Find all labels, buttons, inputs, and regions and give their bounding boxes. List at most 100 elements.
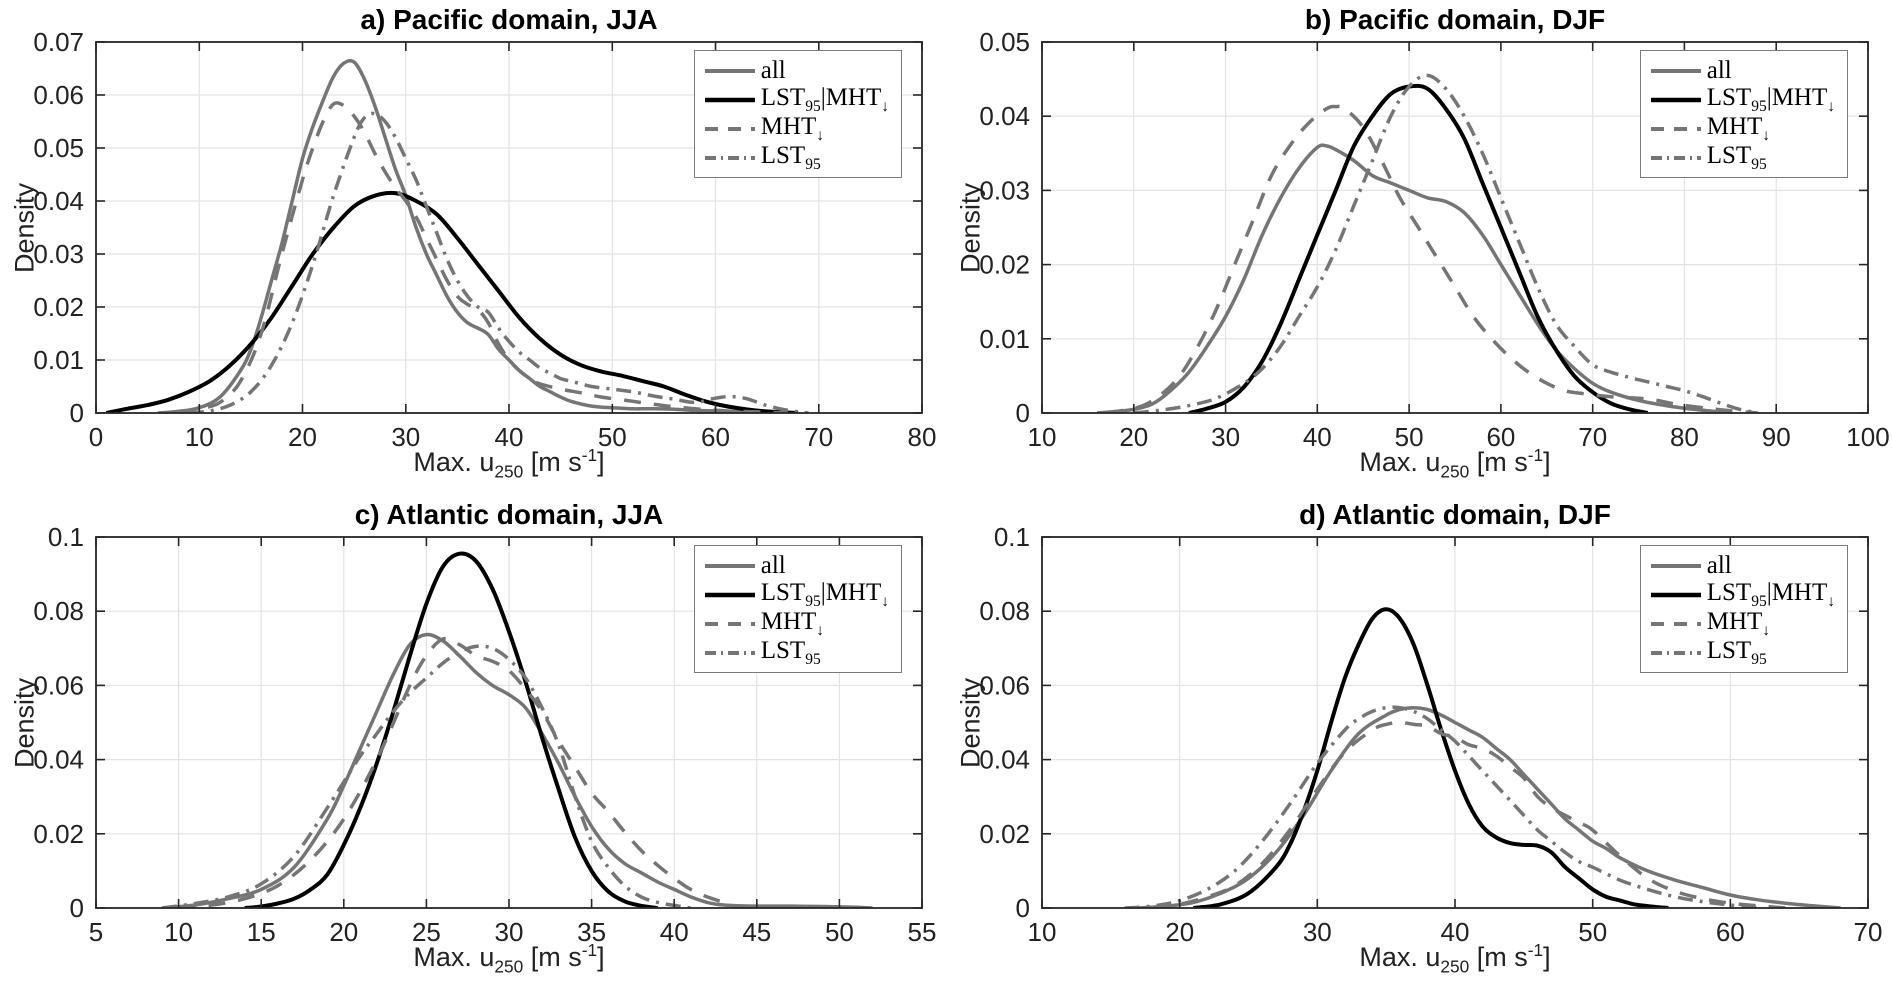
legend-label: LST95 (761, 637, 821, 669)
y-tick-label: 0.03 (979, 175, 1030, 205)
legend-line-sample-dashdot (1650, 650, 1701, 655)
y-tick-label: 0.1 (994, 522, 1030, 552)
x-tick-label: 10 (185, 422, 214, 452)
panel-title: a) Pacific domain, JJA (360, 4, 658, 35)
label-text: MHT (1706, 112, 1763, 140)
x-tick-label: 20 (288, 422, 317, 452)
label-text: [m s (523, 942, 582, 972)
subscript: ↓ (1827, 592, 1835, 610)
x-tick-label: 20 (329, 917, 358, 947)
legend-line-sample-dashed (704, 126, 755, 131)
label-text: LST (760, 141, 806, 169)
label-text: LST (1706, 141, 1752, 169)
legend-row-lst95: LST95 (1650, 141, 1835, 173)
x-tick-label: 70 (804, 422, 833, 452)
y-axis-label: Density (955, 677, 986, 768)
label-text: MHT (1706, 607, 1763, 635)
y-tick-label: 0.05 (979, 27, 1030, 57)
y-tick-label: 0.04 (33, 745, 84, 775)
x-tick-label: 60 (1486, 422, 1515, 452)
subscript: 95 (805, 97, 821, 115)
legend-line-sample-solid (1650, 563, 1701, 568)
label-text: LST (1706, 636, 1752, 664)
legend-line-sample-dashed (1650, 621, 1701, 626)
subscript: ↓ (816, 621, 825, 639)
x-tick-label: 30 (391, 422, 420, 452)
panel-c-atlantic-jja: 5 10 15 20 25 30 35 40 45 50 55 0 0.02 0.04 0.06 0.08 0.… (0, 495, 946, 991)
axis-box (1041, 536, 1869, 909)
label-text: all (1706, 551, 1732, 579)
subscript: 95 (1751, 592, 1767, 610)
y-tick-label: 0.04 (33, 186, 84, 216)
superscript: -1 (1527, 445, 1544, 465)
curve-lst95 (188, 111, 809, 413)
x-tick-label: 10 (1028, 422, 1057, 452)
panel-title: d) Atlantic domain, DJF (1299, 499, 1611, 530)
x-tick-label: 50 (1578, 917, 1607, 947)
x-tick-label: 50 (1395, 422, 1424, 452)
subscript: 95 (1751, 155, 1767, 173)
x-axis-label: Max. u250 [m s-1] (1042, 940, 1868, 977)
y-tick-label: 0 (70, 398, 84, 428)
legend-line-sample-solid (704, 563, 755, 568)
label-text: Max. u (1359, 942, 1441, 972)
label-text: ] (1543, 447, 1551, 477)
legend-line-sample-solid (704, 97, 755, 102)
legend-box: all LST95|MHT↓ MHT↓ LST95 (693, 545, 902, 673)
legend-row-lst95: LST95 (704, 142, 889, 174)
curve-mht-down (1151, 720, 1786, 908)
axis-box (95, 41, 923, 414)
label-text: LST (1706, 83, 1752, 111)
legend-box: all LST95|MHT↓ MHT↓ LST95 (1639, 50, 1848, 178)
x-tick-label: 30 (1303, 917, 1332, 947)
curve-lst95-given-mht (244, 551, 658, 908)
legend-line-sample-dashdot (1650, 155, 1701, 160)
x-tick-label: 55 (908, 917, 937, 947)
label-text: MHT (760, 112, 817, 140)
x-tick-label: 20 (1119, 422, 1148, 452)
legend-row-mht-down: MHT↓ (1650, 607, 1835, 639)
subscript: ↓ (816, 126, 825, 144)
y-tick-label: 0.02 (33, 819, 84, 849)
y-tick-label: 0.01 (33, 345, 84, 375)
label-text: all (1706, 56, 1732, 84)
y-tick-label: 0.02 (979, 250, 1030, 280)
curve-all (157, 58, 778, 413)
legend-line-sample-dashdot (704, 650, 755, 655)
plot-svg: 10 20 30 40 50 60 70 0 0.02 0.04 0.06 0.08 0.1 (979, 522, 1882, 947)
panel-title: c) Atlantic domain, JJA (354, 499, 664, 530)
legend-row-lst95-given-mht: LST95|MHT↓ (1650, 579, 1835, 610)
plot-svg: 5 10 15 20 25 30 35 40 45 50 55 0 0.02 0.04 0.06 0.08 0.… (33, 522, 937, 947)
x-tick-label: 60 (1716, 917, 1745, 947)
x-tick-label: 40 (1303, 422, 1332, 452)
x-tick-label: 40 (495, 422, 524, 452)
label-text: ] (597, 942, 605, 972)
x-tick-label: 70 (1578, 422, 1607, 452)
legend-label: LST95 (761, 142, 821, 174)
x-axis-label: Max. u250 [m s-1] (1042, 445, 1868, 482)
curve-all (161, 632, 873, 908)
y-tick-label: 0.02 (979, 819, 1030, 849)
x-tick-label: 20 (1165, 917, 1194, 947)
curve-lst95-given-mht (1188, 83, 1649, 413)
y-axis-label: Density (9, 677, 40, 768)
legend-label: LST95|MHT↓ (1707, 84, 1835, 116)
legend-line-sample-solid (1650, 592, 1701, 597)
y-tick-label: 0.03 (33, 239, 84, 269)
label-text: [m s (1469, 942, 1528, 972)
superscript: -1 (581, 940, 598, 960)
y-tick-label: 0.07 (33, 27, 84, 57)
y-tick-label: 0.08 (33, 596, 84, 626)
subscript: ↓ (1762, 126, 1771, 144)
legend-label: MHT↓ (1707, 113, 1770, 145)
curve-mht-down (1105, 104, 1759, 413)
legend-label: LST95 (1707, 637, 1767, 669)
legend-row-mht-down: MHT↓ (704, 112, 889, 144)
legend-row-mht-down: MHT↓ (1650, 113, 1835, 145)
legend-row-lst95-given-mht: LST95|MHT↓ (704, 83, 889, 115)
label-text: LST (760, 83, 806, 111)
x-tick-label: 50 (598, 422, 627, 452)
panel-d-atlantic-djf: 10 20 30 40 50 60 70 0 0.02 0.04 0.06 0.08 0.1 d) At… (946, 495, 1892, 991)
x-tick-label: 0 (89, 422, 103, 452)
label-text: [m s (523, 447, 582, 477)
